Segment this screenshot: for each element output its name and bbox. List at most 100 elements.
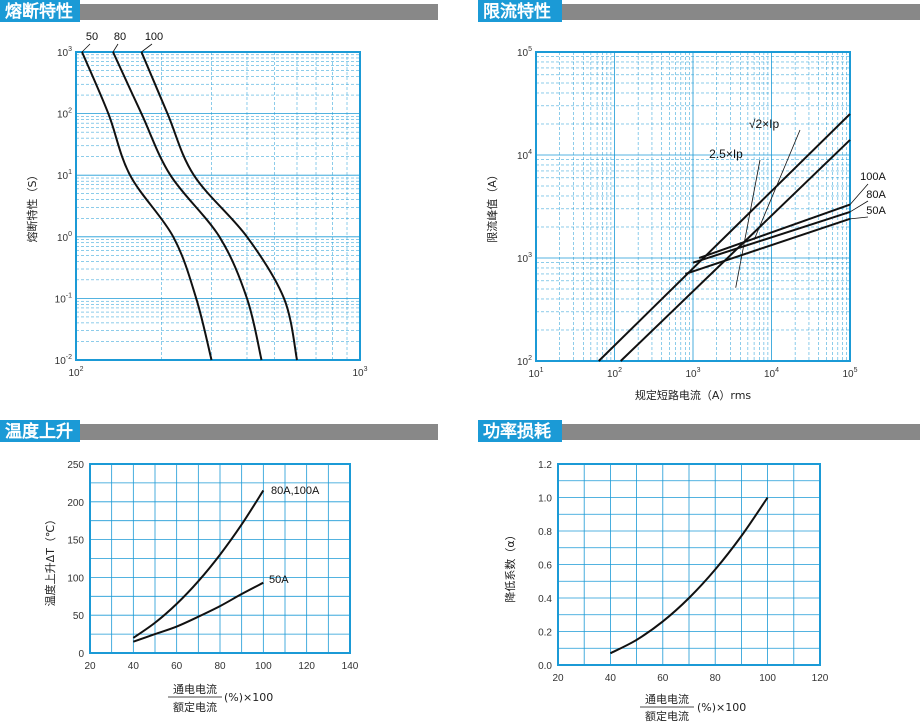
y-tick-label-base: 10 [55,294,67,305]
x-tick-label-exp: 2 [80,366,84,373]
x-tick-label-base: 10 [764,369,776,380]
header-title-limit: 限流特性 [483,1,551,22]
y-tick-label-exp: 2 [528,355,532,362]
y-tick-label-exp: 4 [528,149,532,156]
annotation-2-5-ip-leader [735,159,761,288]
x-tick-label: 60 [171,661,183,672]
y-tick-label: 0 [78,649,84,660]
y-tick-label: 0.8 [538,527,552,538]
series-line-1 [620,139,851,362]
y-tick-label-base: 10 [57,171,69,182]
x-tick-label: 40 [605,673,617,684]
header-title-power: 功率损耗 [483,421,551,442]
y-tick-label-base: 10 [57,48,69,59]
series-line-3 [692,210,851,264]
series-leader [112,43,119,53]
y-axis-label: 限流峰值（A） [485,169,499,243]
header-tag-limit [478,0,562,22]
y-tick-label-exp: 0 [68,231,72,238]
y-tick-label-base: 10 [55,356,67,367]
plot-current-limiting: 101 102 103 104 105102103104105限流峰值（A）规定短路电流… [485,46,887,402]
x-tick-label-exp: 2 [618,367,622,374]
series-line-0 [81,51,213,361]
y-tick-label: 102 [517,355,532,368]
y-tick-label: 0.0 [538,661,552,672]
x-tick-label-base: 10 [842,369,854,380]
header-bar-temp [0,424,438,440]
header-tag-power [478,420,562,442]
x-axis-label: 规定短路电流（A）rms [635,388,752,402]
x-axis-label-numerator: 通电电流 [645,692,689,706]
y-tick-label: 102 [57,108,72,121]
series-line-0 [598,113,851,362]
header-tag-temp [0,420,80,442]
annotation-2-5-ip: 2.5×Ip [709,147,743,161]
header-bar-power [478,424,920,440]
annotation-100a-leader [849,183,869,205]
series-line-1 [112,51,263,361]
series-line-0 [132,489,265,639]
x-tick-label-base: 10 [68,368,80,379]
y-tick-label: 100 [57,231,72,244]
y-tick-label: 1.2 [538,460,552,471]
y-tick-label: 105 [517,46,532,59]
x-tick-label: 103 [352,366,367,379]
series-line-2 [140,51,298,361]
y-tick-label: 10-2 [55,354,72,367]
header-tag-fuse [0,0,80,22]
y-axis-label: 熔断特性（S） [25,170,39,243]
y-tick-label-exp: -1 [66,292,72,299]
x-tick-label: 100 [255,661,272,672]
header-title-temp: 温度上升 [5,421,73,442]
x-axis-label-denominator: 额定电流 [173,700,217,714]
x-tick-label: 20 [552,673,564,684]
y-axis-label: 温度上升ΔT（℃） [43,514,57,607]
y-tick-label-exp: 5 [528,46,532,53]
x-tick-label: 104 [764,367,779,380]
y-tick-label: 200 [67,498,84,509]
y-tick-label: 103 [57,46,72,59]
x-tick-label-base: 10 [528,369,540,380]
y-tick-label: 250 [67,460,84,471]
series-label-50: 50 [86,31,98,43]
x-axis-label-suffix: (%)×100 [224,691,273,704]
series-line-2 [698,203,851,259]
y-tick-label: 104 [517,149,532,162]
y-tick-label-base: 10 [57,233,69,244]
y-tick-label: 103 [517,252,532,265]
x-tick-label-base: 10 [607,369,619,380]
series-line-4 [685,217,851,275]
header-title-fuse: 熔断特性 [5,1,73,22]
y-tick-label-base: 10 [517,151,529,162]
annotation-80a-leader [849,200,869,213]
x-tick-label: 103 [685,367,700,380]
y-tick-label-exp: 1 [68,169,72,176]
x-tick-label: 120 [298,661,315,672]
series-leader [81,43,91,53]
x-tick-label-exp: 5 [854,367,858,374]
y-tick-label-base: 10 [517,357,529,368]
x-tick-label: 102 [607,367,622,380]
x-axis-label-numerator: 通电电流 [173,682,217,696]
x-axis-label-suffix: (%)×100 [697,701,746,714]
y-tick-label-exp: 2 [68,108,72,115]
x-tick-label: 102 [68,366,83,379]
series-label-80a-100a: 80A,100A [271,485,320,497]
y-axis-label: 降低系数（α） [503,529,517,602]
annotation-80a: 80A [866,189,886,201]
header-bar-limit [478,4,920,20]
x-tick-label: 100 [759,673,776,684]
plot-temperature-rise: 20 40 60 80 100 120 140 0 50 100 150 200 250 温度上升ΔT（℃… [43,460,359,714]
y-tick-label: 0.6 [538,561,552,572]
x-tick-label-exp: 3 [697,367,701,374]
x-tick-label: 140 [342,661,359,672]
y-tick-label-base: 10 [517,254,529,265]
y-tick-label: 101 [57,169,72,182]
y-tick-label: 0.4 [538,594,552,605]
x-tick-label-base: 10 [685,369,697,380]
x-tick-label: 40 [128,661,140,672]
y-tick-label: 10-1 [55,292,72,305]
x-tick-label-exp: 3 [364,366,368,373]
